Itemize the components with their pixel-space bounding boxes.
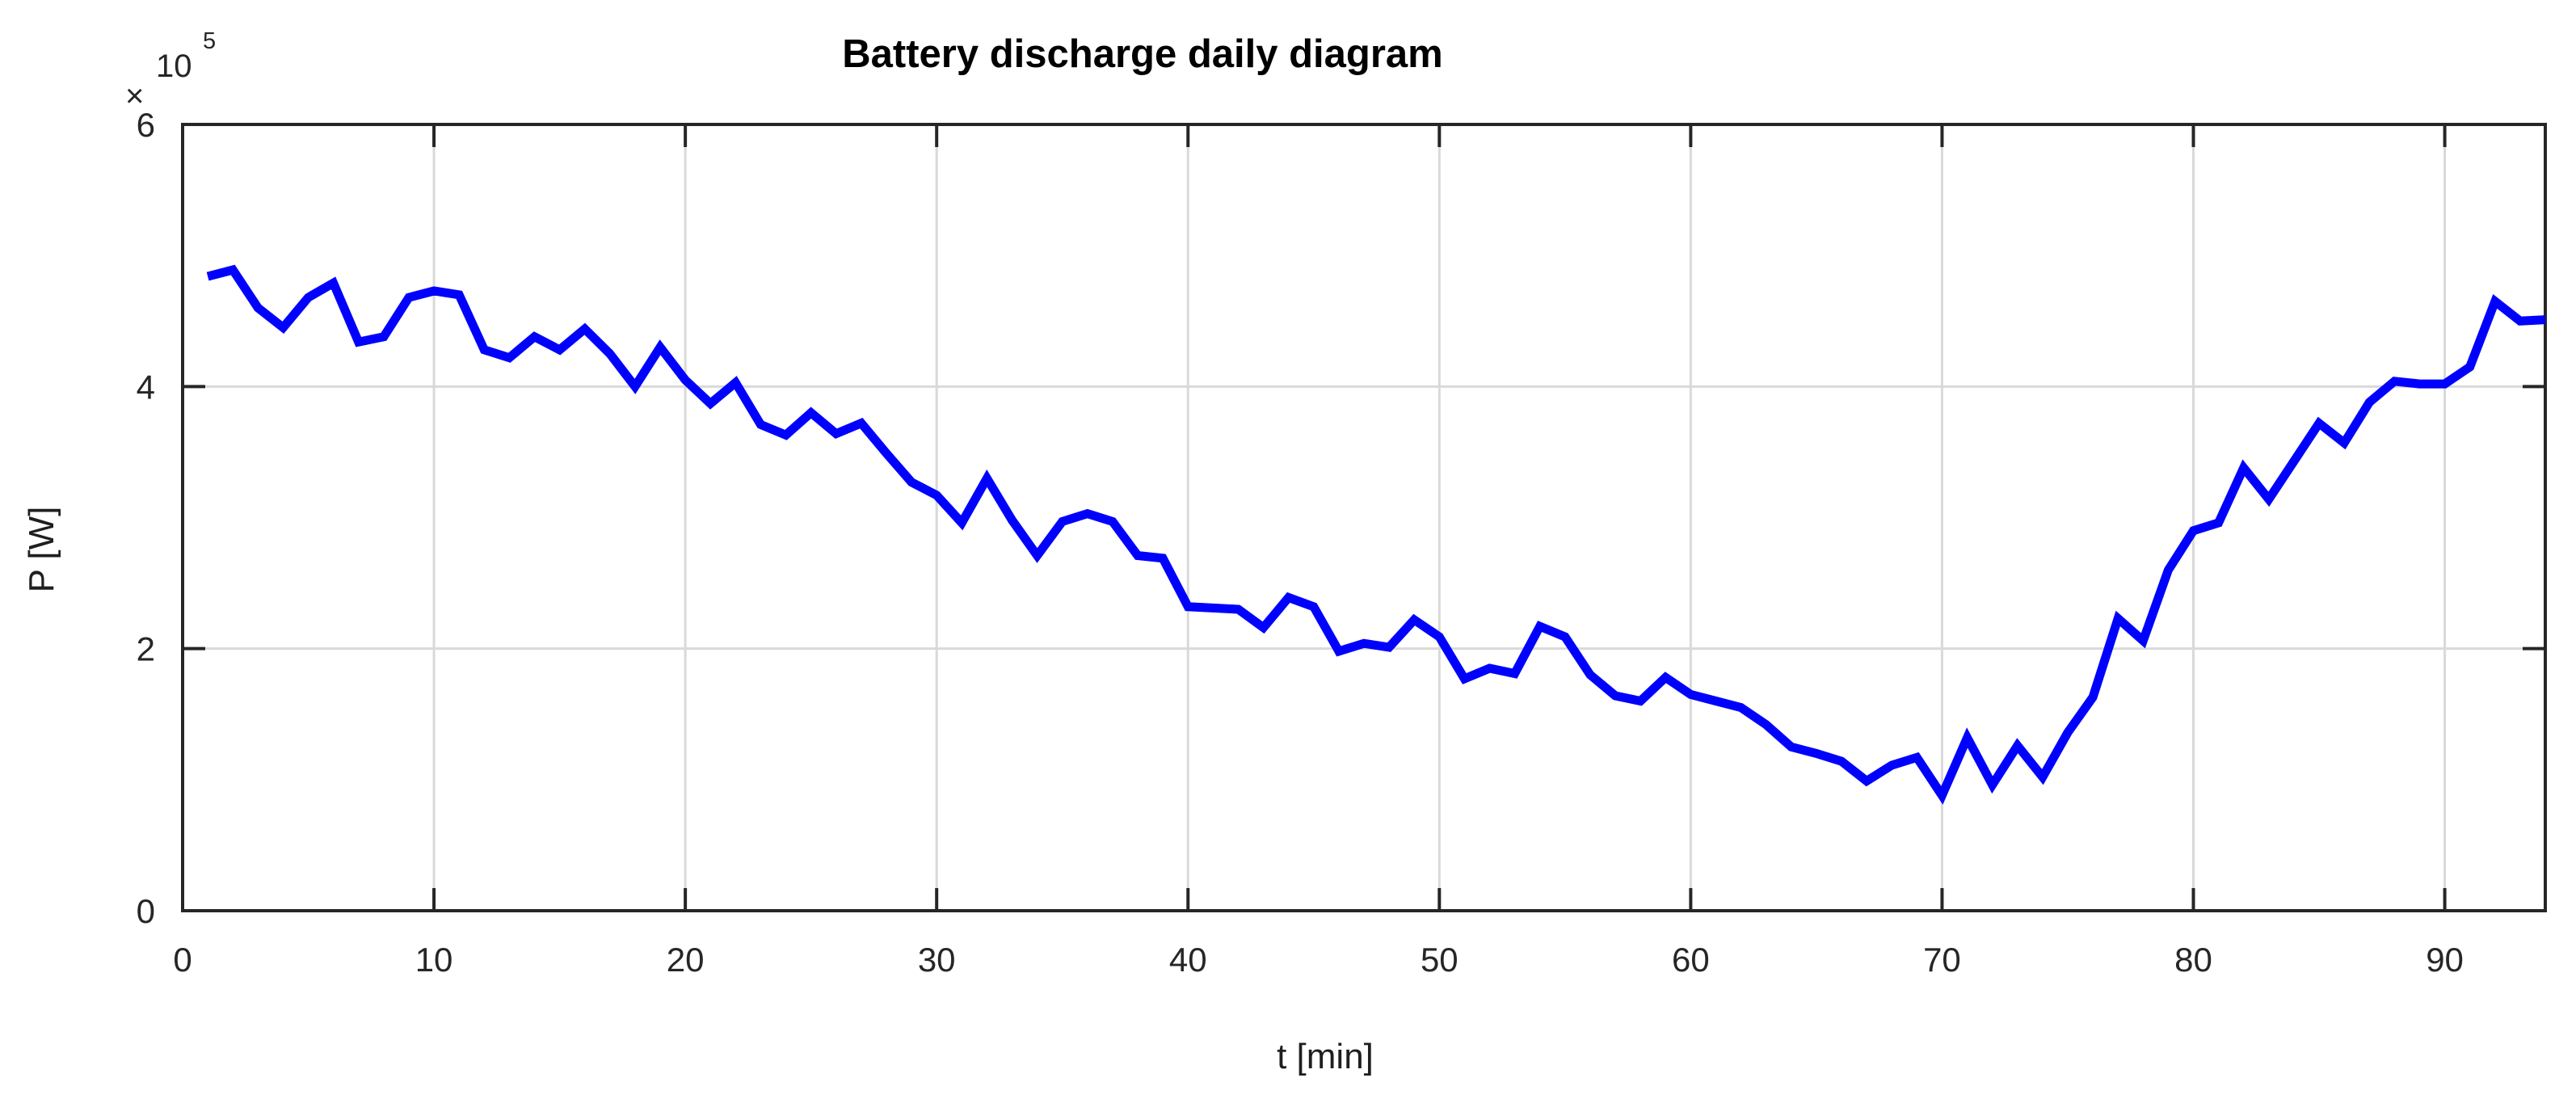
y-tick-label: 4 bbox=[137, 368, 155, 406]
y-tick-labels: 0 2 4 6 bbox=[137, 106, 155, 930]
x-tick-label: 80 bbox=[2174, 941, 2212, 979]
x-tick-label: 30 bbox=[918, 941, 956, 979]
y-axis-label: P [W] bbox=[22, 507, 61, 593]
y-tick-label: 0 bbox=[137, 892, 155, 930]
x-axis-label: t [min] bbox=[1277, 1037, 1374, 1076]
x-tick-label: 90 bbox=[2426, 941, 2464, 979]
y-multiplier-base: 10 bbox=[156, 48, 192, 84]
x-tick-label: 20 bbox=[667, 941, 705, 979]
x-tick-labels: 0 10 20 30 40 50 60 70 80 90 bbox=[173, 941, 2464, 979]
y-tick-label: 2 bbox=[137, 630, 155, 668]
x-tick-label: 40 bbox=[1169, 941, 1207, 979]
y-tick-label: 6 bbox=[137, 106, 155, 144]
x-tick-label: 0 bbox=[173, 941, 192, 979]
grid bbox=[183, 124, 2545, 911]
data-line bbox=[206, 264, 2546, 805]
y-multiplier-times-sign: × bbox=[125, 78, 144, 114]
tick-marks bbox=[181, 123, 2545, 912]
x-tick-label: 10 bbox=[415, 941, 453, 979]
x-tick-label: 50 bbox=[1421, 941, 1458, 979]
y-multiplier-exponent: 5 bbox=[203, 28, 216, 54]
plot-area-box bbox=[181, 123, 2547, 912]
x-tick-label: 60 bbox=[1672, 941, 1710, 979]
chart-title: Battery discharge daily diagram bbox=[842, 32, 1442, 76]
x-tick-label: 70 bbox=[1923, 941, 1961, 979]
